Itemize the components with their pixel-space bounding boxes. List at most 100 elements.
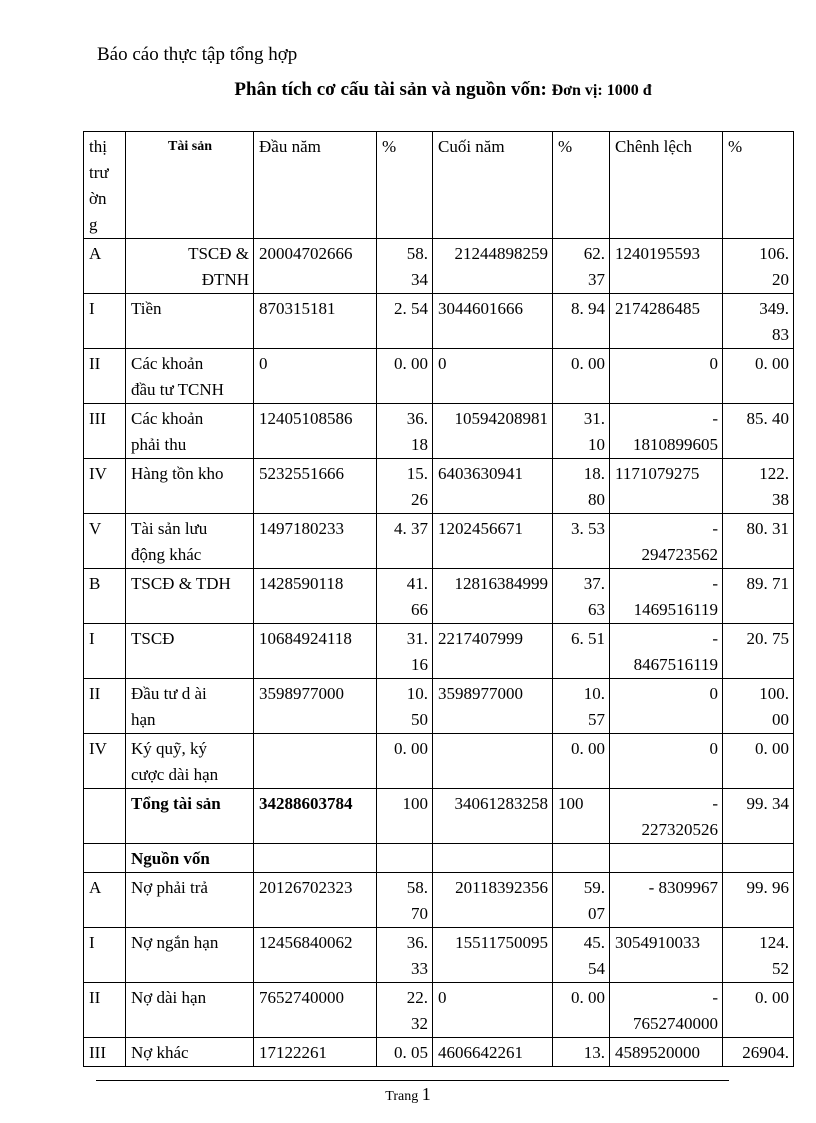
cell-col-tai-san: TSCĐ (125, 623, 254, 679)
cell-col-chenh-lech: - 1810899605 (609, 403, 723, 459)
cell-col-tai-san: Các khoản đầu tư TCNH (125, 348, 254, 404)
cell-col-pct-chenh (722, 843, 794, 873)
title-text: Phân tích cơ cấu tài sản và nguồn vốn: (234, 79, 547, 100)
cell-col-cuoi-nam: 3598977000 (432, 678, 553, 734)
table-row: IV Ký quỹ, ký cược dài hạn 0. 00 0. 00 0 0. 0… (83, 733, 794, 789)
cell-col-dau-nam: 3598977000 (253, 678, 377, 734)
cell-col-cuoi-nam: 6403630941 (432, 458, 553, 514)
table-row: IV Hàng tồn kho 5232551666 15. 26 6403630941… (83, 458, 794, 514)
cell-col-pct-dau: 58. 34 (376, 238, 433, 294)
cell-col-tai-san: Tài sản lưu động khác (125, 513, 254, 569)
cell-col-pct-cuoi: 6. 51 (552, 623, 610, 679)
cell-col-pct-chenh: 85. 40 (722, 403, 794, 459)
cell-col-pct-dau: 0. 00 (376, 348, 433, 404)
cell-col-cuoi-nam: 1202456671 (432, 513, 553, 569)
cell-col-dau-nam: 5232551666 (253, 458, 377, 514)
cell-col-chenh-lech: 0 (609, 678, 723, 734)
table-row: II Đầu tư d ài hạn 3598977000 10. 50 3598977… (83, 678, 794, 734)
cell-col-chenh-lech: - 294723562 (609, 513, 723, 569)
footer-label: Trang (385, 1089, 419, 1104)
cell-col-tai-san: Tiền (125, 293, 254, 349)
cell-col-pct-cuoi: 10. 57 (552, 678, 610, 734)
header-col-cuoi-nam: Cuối năm (432, 131, 553, 239)
cell-col-tai-san: Nợ khác (125, 1037, 254, 1067)
cell-col-stt: II (83, 678, 126, 734)
cell-col-chenh-lech: 1171079275 (609, 458, 723, 514)
table-row: I TSCĐ 10684924118 31. 16 2217407999 6. 51- 8… (83, 623, 794, 679)
cell-col-stt: III (83, 1037, 126, 1067)
cell-col-pct-cuoi: 3. 53 (552, 513, 610, 569)
cell-col-pct-dau: 10. 50 (376, 678, 433, 734)
table-row: B TSCĐ & TDH 1428590118 41. 66 12816384999 37… (83, 568, 794, 624)
cell-col-pct-cuoi: 45. 54 (552, 927, 610, 983)
cell-col-pct-chenh: 89. 71 (722, 568, 794, 624)
cell-col-dau-nam: 870315181 (253, 293, 377, 349)
cell-col-pct-cuoi: 0. 00 (552, 733, 610, 789)
unit-text: Đơn vị: 1000 đ (551, 82, 652, 99)
cell-col-cuoi-nam: 12816384999 (432, 568, 553, 624)
cell-col-chenh-lech: 1240195593 (609, 238, 723, 294)
cell-col-cuoi-nam: 0 (432, 348, 553, 404)
cell-col-pct-chenh: 99. 34 (722, 788, 794, 844)
table-row: A Nợ phải trả 20126702323 58. 70 20118392356… (83, 872, 794, 928)
cell-col-pct-cuoi: 59. 07 (552, 872, 610, 928)
cell-col-pct-dau: 2. 54 (376, 293, 433, 349)
cell-col-dau-nam: 1428590118 (253, 568, 377, 624)
cell-col-pct-chenh: 122. 38 (722, 458, 794, 514)
cell-col-pct-chenh: 26904. (722, 1037, 794, 1067)
cell-col-stt: B (83, 568, 126, 624)
table-row: II Các khoản đầu tư TCNH 0 0. 00 0 0. 00 0 0. 0… (83, 348, 794, 404)
footer-rule (96, 1080, 729, 1081)
cell-col-tai-san: Tổng tài sản (125, 788, 254, 844)
cell-col-pct-cuoi: 13. (552, 1037, 610, 1067)
cell-col-pct-chenh: 0. 00 (722, 982, 794, 1038)
cell-col-pct-dau: 22. 32 (376, 982, 433, 1038)
cell-col-dau-nam: 0 (253, 348, 377, 404)
cell-col-cuoi-nam: 10594208981 (432, 403, 553, 459)
cell-col-chenh-lech: - 1469516119 (609, 568, 723, 624)
cell-col-pct-dau (376, 843, 433, 873)
page-number: 1 (421, 1084, 431, 1104)
cell-col-tai-san: Các khoản phải thu (125, 403, 254, 459)
cell-col-pct-cuoi: 62. 37 (552, 238, 610, 294)
cell-col-stt: I (83, 293, 126, 349)
cell-col-chenh-lech: - 8309967 (609, 872, 723, 928)
cell-col-dau-nam: 1497180233 (253, 513, 377, 569)
cell-col-stt: II (83, 348, 126, 404)
cell-col-pct-dau: 0. 05 (376, 1037, 433, 1067)
cell-col-chenh-lech: 4589520000 (609, 1037, 723, 1067)
cell-col-stt (83, 843, 126, 873)
cell-col-tai-san: Nợ ngắn hạn (125, 927, 254, 983)
table-row: I Tiền 870315181 2. 54 3044601666 8. 94 217428… (83, 293, 794, 349)
cell-col-cuoi-nam (432, 733, 553, 789)
cell-col-pct-chenh: 0. 00 (722, 348, 794, 404)
document-title: Phân tích cơ cấu tài sản và nguồn vốn: Đ… (0, 79, 816, 101)
cell-col-pct-chenh: 106. 20 (722, 238, 794, 294)
table-row: A TSCĐ & ĐTNH 20004702666 58. 34 21244898259… (83, 238, 794, 294)
cell-col-pct-cuoi: 100 (552, 788, 610, 844)
cell-col-cuoi-nam (432, 843, 553, 873)
cell-col-dau-nam: 10684924118 (253, 623, 377, 679)
cell-col-pct-dau: 36. 18 (376, 403, 433, 459)
cell-col-chenh-lech: - 8467516119 (609, 623, 723, 679)
cell-col-chenh-lech: 2174286485 (609, 293, 723, 349)
cell-col-pct-chenh: 80. 31 (722, 513, 794, 569)
cell-col-pct-dau: 36. 33 (376, 927, 433, 983)
table-row: V Tài sản lưu động khác 1497180233 4. 37 120… (83, 513, 794, 569)
cell-col-stt: IV (83, 733, 126, 789)
table-row: III Nợ khác 17122261 0. 05 4606642261 13. 4589… (83, 1037, 794, 1067)
table-row: II Nợ dài hạn 7652740000 22. 32 0 0. 00- 7652… (83, 982, 794, 1038)
cell-col-pct-dau: 41. 66 (376, 568, 433, 624)
cell-col-dau-nam: 12405108586 (253, 403, 377, 459)
cell-col-pct-cuoi: 31. 10 (552, 403, 610, 459)
cell-col-chenh-lech: 0 (609, 348, 723, 404)
page-footer: Trang 1 (0, 1084, 816, 1105)
cell-col-pct-cuoi: 0. 00 (552, 982, 610, 1038)
cell-col-pct-chenh: 349. 83 (722, 293, 794, 349)
cell-col-cuoi-nam: 3044601666 (432, 293, 553, 349)
header-col-stt: thị trư ờn g (83, 131, 126, 239)
cell-col-pct-dau: 15. 26 (376, 458, 433, 514)
cell-col-pct-cuoi (552, 843, 610, 873)
cell-col-pct-dau: 4. 37 (376, 513, 433, 569)
